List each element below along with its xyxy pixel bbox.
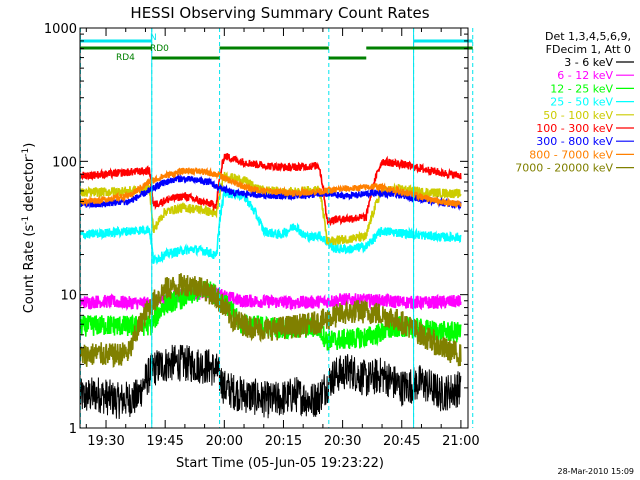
x-tick-label-4: 20:15 bbox=[265, 434, 302, 449]
legend-label-7: 300 - 800 keV bbox=[536, 135, 613, 148]
series-2 bbox=[79, 284, 462, 312]
y-tick-label-3: 100 bbox=[52, 155, 77, 170]
y-axis-label-text: Count Rate (s bbox=[22, 225, 37, 314]
x-tick-label-2: 19:45 bbox=[146, 434, 183, 449]
series-8 bbox=[79, 167, 462, 208]
series-line-9 bbox=[79, 273, 462, 368]
legend-label-9: 7000 - 20000 keV bbox=[515, 162, 613, 175]
y-axis: 1 10 100 1000 bbox=[44, 22, 468, 437]
y-axis-label-mid: detector bbox=[22, 156, 37, 216]
series-layer bbox=[79, 153, 462, 420]
legend: Det 1,3,4,5,6,9, FDecim 1, Att 0 3 - 6 k… bbox=[515, 30, 634, 175]
x-tick-label-3: 20:00 bbox=[206, 434, 243, 449]
legend-label-8: 800 - 7000 keV bbox=[529, 148, 613, 161]
y-axis-label-sup: -1 bbox=[21, 216, 31, 225]
series-6 bbox=[79, 153, 462, 227]
x-axis: 19:30 19:45 20:00 20:15 20:30 20:45 21:00 bbox=[85, 28, 480, 449]
series-9 bbox=[79, 273, 462, 368]
y-axis-label: Count Rate (s-1 detector-1) bbox=[21, 143, 37, 314]
x-tick-label-1: 19:30 bbox=[87, 434, 124, 449]
series-line-2 bbox=[79, 284, 462, 312]
plot-frame bbox=[79, 27, 469, 429]
legend-label-5: 50 - 100 keV bbox=[543, 109, 613, 122]
legend-header-line-2: FDecim 1, Att 0 bbox=[546, 43, 631, 56]
series-4 bbox=[79, 188, 462, 265]
chart-title: HESSI Observing Summary Count Rates bbox=[130, 4, 429, 22]
legend-header-line-1: Det 1,3,4,5,6,9, bbox=[545, 30, 631, 43]
legend-label-3: 12 - 25 keV bbox=[550, 82, 613, 95]
state-label-n: N bbox=[150, 33, 157, 43]
x-axis-label: Start Time (05-Jun-05 19:23:22) bbox=[176, 456, 384, 471]
series-line-8 bbox=[79, 167, 462, 208]
series-1 bbox=[79, 344, 462, 420]
x-tick-label-6: 20:45 bbox=[383, 434, 420, 449]
series-line-1 bbox=[79, 344, 462, 420]
y-tick-label-2: 10 bbox=[60, 289, 77, 304]
state-label-rd0: RD0 bbox=[150, 44, 169, 54]
x-tick-label-7: 21:00 bbox=[442, 434, 479, 449]
legend-label-6: 100 - 300 keV bbox=[536, 122, 613, 135]
y-tick-label-1: 1 bbox=[69, 422, 77, 437]
x-tick-label-5: 20:30 bbox=[324, 434, 361, 449]
legend-label-1: 3 - 6 keV bbox=[564, 56, 613, 69]
series-line-4 bbox=[79, 188, 462, 265]
y-axis-label-sup2: -1 bbox=[21, 148, 31, 157]
y-axis-label-end: ) bbox=[22, 143, 37, 148]
legend-label-2: 6 - 12 keV bbox=[557, 69, 613, 82]
legend-label-4: 25 - 50 keV bbox=[550, 96, 613, 109]
y-tick-label-4: 1000 bbox=[44, 22, 77, 37]
state-label-rd4: RD4 bbox=[116, 53, 135, 63]
timestamp: 28-Mar-2010 15:09 bbox=[558, 467, 635, 476]
series-line-6 bbox=[79, 153, 462, 227]
